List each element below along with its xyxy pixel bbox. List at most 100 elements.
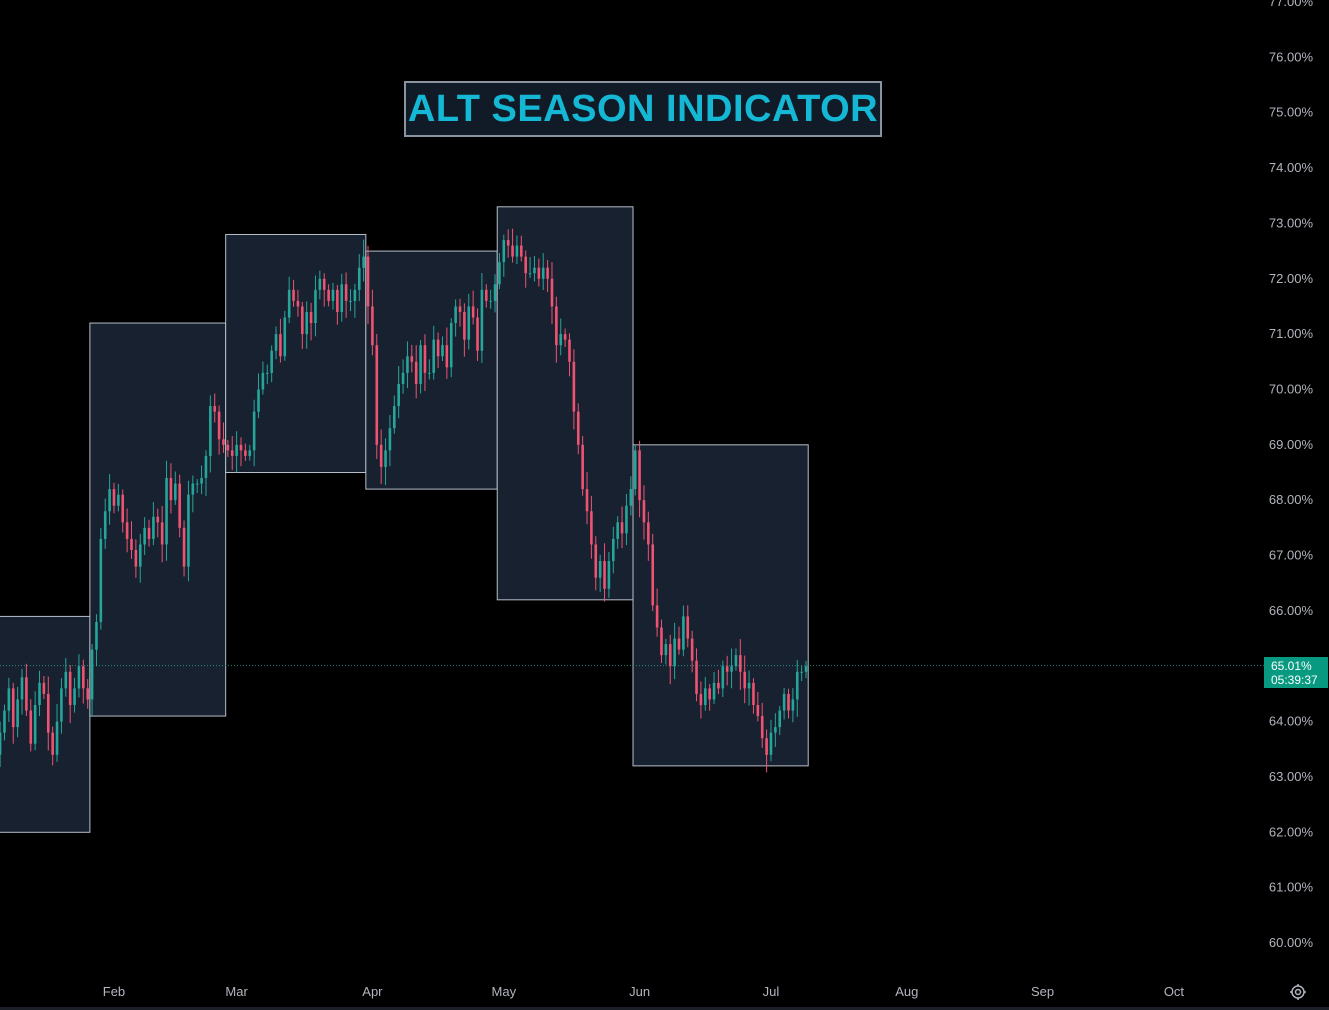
candle [261, 361, 265, 395]
candle [432, 325, 436, 380]
candle-body [379, 444, 383, 467]
candle [301, 301, 304, 350]
candle-body [590, 511, 593, 545]
candle [0, 721, 2, 767]
candlestick-series[interactable] [0, 228, 808, 773]
candle-body [752, 682, 755, 705]
candle-body [182, 527, 186, 567]
candle [401, 359, 405, 394]
candle [721, 660, 725, 698]
candle [353, 283, 357, 318]
y-tick-label: 75.00% [1269, 105, 1314, 120]
candle-body [152, 516, 155, 539]
candle-body [257, 389, 260, 412]
candle [747, 670, 751, 706]
candle [156, 508, 160, 538]
candle [143, 517, 146, 555]
candle-body [0, 732, 2, 755]
candle-body [200, 478, 203, 484]
candle [322, 273, 326, 307]
candle-body [633, 450, 637, 490]
y-tick-label: 62.00% [1269, 824, 1314, 839]
candle-body [64, 671, 68, 689]
candle-body [559, 334, 563, 346]
candle [686, 605, 690, 648]
candle-body [795, 671, 799, 700]
candle-body [537, 267, 541, 279]
y-tick-label: 66.00% [1269, 603, 1314, 618]
candle [655, 588, 659, 637]
candle [585, 471, 589, 525]
candle [498, 253, 501, 290]
candle-body [524, 256, 527, 274]
candle-body [68, 671, 72, 705]
candle [108, 474, 111, 525]
candle [134, 539, 138, 578]
candle [217, 405, 221, 455]
candle-body [603, 561, 606, 589]
y-tick-label: 74.00% [1269, 160, 1314, 175]
candle [99, 527, 103, 630]
x-tick-label: Jun [629, 984, 650, 999]
candle [795, 660, 799, 717]
x-axis[interactable]: Feb Mar Apr May Jun Jul Aug Sep Oct [103, 984, 1185, 999]
candle [493, 274, 497, 313]
candle-body [51, 732, 54, 755]
candle [60, 678, 63, 734]
candle [239, 437, 243, 467]
candle-body [642, 500, 646, 523]
candle-body [502, 240, 506, 263]
candle [388, 414, 392, 467]
candle [454, 299, 457, 337]
candle-body [647, 522, 650, 545]
candle [541, 253, 545, 291]
candle-body [388, 428, 392, 451]
candle-body [585, 489, 589, 512]
current-price-tag: 65.01% 05:39:37 [1264, 657, 1328, 688]
candle [682, 605, 685, 657]
y-axis[interactable]: 77.00% 76.00% 75.00% 74.00% 73.00% 72.00% 71.0… [1269, 0, 1314, 950]
candle [283, 310, 287, 361]
candle [3, 704, 6, 741]
candle-body [261, 372, 265, 390]
candle-body [743, 671, 746, 689]
candle [309, 302, 313, 341]
candle-body [375, 345, 379, 445]
candle-body [489, 300, 492, 302]
candle-body [682, 616, 685, 650]
candle-body [296, 300, 300, 307]
x-tick-label: Oct [1164, 984, 1185, 999]
candle-body [774, 727, 777, 733]
candle [226, 440, 230, 457]
candle [537, 258, 541, 287]
gear-icon[interactable] [1289, 983, 1307, 1001]
candle [195, 479, 199, 493]
candle-body [620, 522, 624, 534]
candle [235, 431, 238, 473]
candle-body [103, 511, 107, 539]
candle-body [476, 317, 479, 351]
candle-body [555, 306, 558, 346]
candle-body [274, 334, 278, 351]
candle [55, 703, 59, 762]
candle [703, 677, 707, 711]
candle-body [454, 306, 457, 324]
candle [620, 506, 624, 549]
candle [739, 639, 742, 690]
candle [677, 626, 681, 655]
candle-body [318, 278, 322, 290]
candle-body [239, 444, 243, 451]
y-tick-label: 77.00% [1269, 0, 1314, 9]
candle-body [568, 339, 571, 362]
current-price-value: 65.01% [1271, 659, 1312, 673]
candle-body [423, 345, 427, 373]
candle-body [3, 710, 6, 733]
candle [629, 476, 633, 516]
candle-body [800, 671, 803, 673]
candle [528, 257, 532, 279]
candle [730, 648, 733, 689]
candle-body [322, 278, 326, 290]
y-tick-label: 69.00% [1269, 437, 1314, 452]
y-tick-label: 64.00% [1269, 714, 1314, 729]
